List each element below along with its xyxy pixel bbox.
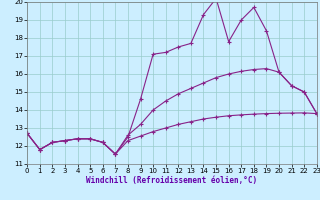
X-axis label: Windchill (Refroidissement éolien,°C): Windchill (Refroidissement éolien,°C) — [86, 176, 258, 185]
